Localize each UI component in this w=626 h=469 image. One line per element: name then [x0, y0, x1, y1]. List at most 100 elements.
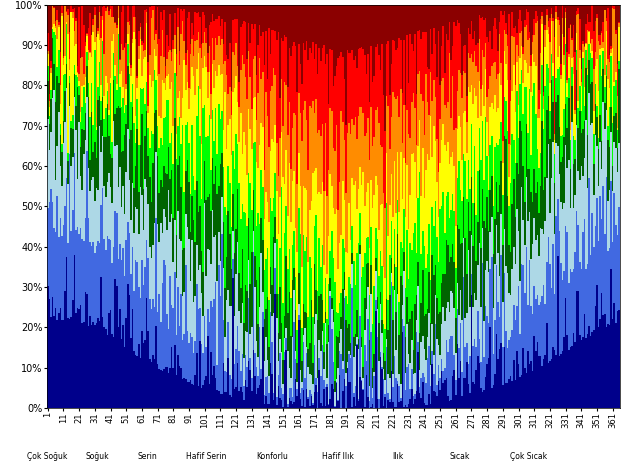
Bar	[551, 359, 552, 408]
Bar	[393, 92, 394, 217]
Bar	[397, 200, 399, 234]
Bar	[246, 5, 248, 59]
Bar	[502, 196, 503, 245]
Bar	[545, 303, 546, 355]
Bar	[397, 295, 399, 381]
Bar	[127, 221, 128, 284]
Bar	[541, 296, 543, 366]
Bar	[334, 406, 336, 408]
Bar	[399, 386, 400, 402]
Bar	[444, 5, 446, 73]
Bar	[468, 87, 469, 160]
Bar	[248, 5, 249, 23]
Bar	[486, 97, 488, 122]
Bar	[310, 394, 312, 396]
Bar	[221, 394, 223, 408]
Bar	[173, 368, 174, 408]
Bar	[267, 376, 268, 403]
Bar	[124, 5, 125, 47]
Bar	[339, 375, 341, 408]
Bar	[350, 382, 351, 408]
Bar	[605, 30, 607, 65]
Bar	[396, 407, 397, 408]
Bar	[113, 80, 115, 121]
Bar	[158, 5, 160, 39]
Bar	[419, 120, 421, 172]
Bar	[251, 109, 252, 149]
Bar	[367, 287, 369, 318]
Bar	[326, 274, 328, 319]
Bar	[158, 193, 160, 242]
Bar	[567, 335, 568, 408]
Bar	[190, 5, 192, 44]
Bar	[322, 331, 323, 345]
Bar	[513, 179, 515, 247]
Bar	[568, 160, 570, 283]
Bar	[475, 370, 477, 408]
Bar	[267, 79, 268, 116]
Bar	[72, 18, 74, 115]
Bar	[560, 354, 562, 408]
Bar	[213, 366, 215, 408]
Bar	[434, 141, 436, 201]
Bar	[384, 278, 386, 329]
Bar	[557, 20, 558, 57]
Bar	[337, 400, 339, 401]
Bar	[66, 88, 68, 178]
Bar	[171, 347, 173, 408]
Bar	[133, 31, 135, 122]
Bar	[337, 210, 339, 269]
Bar	[579, 86, 580, 111]
Bar	[497, 212, 499, 253]
Bar	[270, 294, 271, 312]
Bar	[425, 267, 427, 314]
Bar	[543, 109, 545, 129]
Bar	[455, 129, 456, 226]
Bar	[52, 6, 53, 27]
Bar	[342, 289, 344, 361]
Bar	[558, 67, 560, 128]
Bar	[146, 82, 147, 111]
Bar	[108, 173, 110, 239]
Bar	[430, 116, 431, 280]
Bar	[532, 42, 533, 54]
Bar	[518, 106, 520, 138]
Bar	[375, 271, 376, 300]
Bar	[111, 41, 113, 142]
Bar	[83, 25, 85, 74]
Bar	[193, 353, 195, 385]
Bar	[604, 87, 605, 103]
Bar	[52, 5, 53, 6]
Bar	[245, 285, 246, 331]
Bar	[188, 182, 190, 239]
Bar	[574, 110, 576, 114]
Bar	[439, 355, 441, 378]
Bar	[47, 119, 49, 207]
Bar	[179, 5, 180, 51]
Bar	[446, 151, 447, 196]
Bar	[615, 34, 617, 72]
Bar	[304, 5, 306, 50]
Bar	[153, 359, 155, 408]
Bar	[329, 174, 331, 251]
Bar	[499, 139, 500, 184]
Bar	[52, 29, 53, 38]
Bar	[345, 320, 347, 373]
Bar	[146, 111, 147, 187]
Bar	[372, 398, 373, 404]
Bar	[325, 5, 326, 64]
Bar	[248, 173, 249, 218]
Bar	[240, 27, 242, 70]
Bar	[510, 5, 511, 80]
Bar	[485, 228, 486, 270]
Bar	[372, 146, 373, 208]
Bar	[362, 5, 364, 49]
Bar	[579, 59, 580, 86]
Bar	[124, 135, 125, 213]
Bar	[282, 384, 284, 394]
Bar	[590, 5, 592, 22]
Bar	[424, 135, 425, 198]
Bar	[276, 294, 278, 318]
Bar	[284, 352, 285, 360]
Bar	[55, 232, 56, 308]
